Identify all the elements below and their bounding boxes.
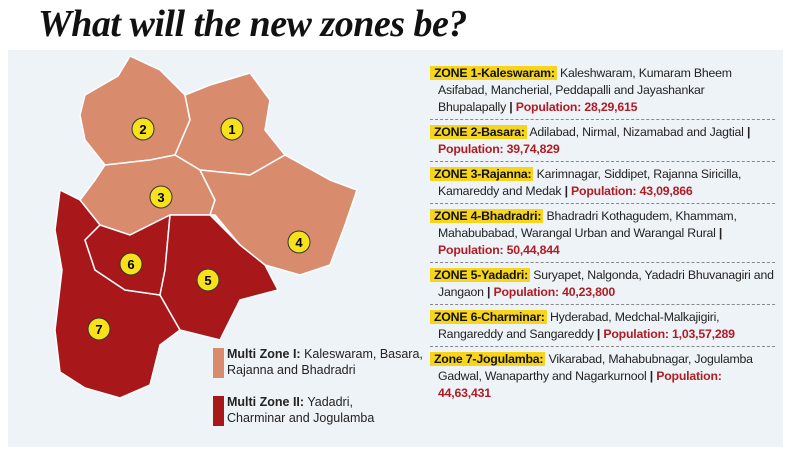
- zone-name: ZONE 2-Basara:: [430, 125, 527, 139]
- zone-population: Population: 1,03,57,289: [603, 327, 735, 341]
- page-title: What will the new zones be?: [38, 3, 467, 45]
- zone-markers: 1 2 3 4 5 6 7: [87, 117, 311, 341]
- zone-item-6: ZONE 6-Charminar: Hyderabad, Medchal-Mal…: [430, 308, 775, 347]
- zone-item-2: ZONE 2-Basara: Adilabad, Nirmal, Nizamab…: [430, 123, 775, 162]
- zone-name: ZONE 3-Rajanna:: [430, 167, 534, 181]
- marker-label: 7: [95, 322, 102, 337]
- zone-population: Population: 28,29,615: [515, 100, 638, 114]
- legend-swatch: [213, 396, 224, 426]
- marker-label: 1: [228, 122, 235, 137]
- zone-population: Population: 40,23,800: [493, 285, 616, 299]
- marker-4: 4: [287, 230, 311, 254]
- zone-name: Zone 7-Jogulamba:: [430, 352, 546, 366]
- zone-item-5: ZONE 5-Yadadri: Suryapet, Nalgonda, Yada…: [430, 266, 775, 305]
- zone-list: ZONE 1-Kaleswaram: Kaleshwaram, Kumaram …: [430, 64, 775, 408]
- marker-6: 6: [119, 252, 143, 276]
- marker-1: 1: [220, 117, 244, 141]
- marker-2: 2: [131, 117, 155, 141]
- marker-7: 7: [87, 317, 111, 341]
- zone-population: Population: 39,74,829: [438, 142, 560, 156]
- marker-label: 4: [295, 235, 303, 250]
- legend-text: Kaleswaram, Basara, Rajanna and Bhadradr…: [227, 347, 423, 377]
- zone-2-region: [79, 55, 191, 166]
- zone-name: ZONE 6-Charminar:: [430, 310, 547, 324]
- marker-5: 5: [196, 268, 220, 292]
- zone-name: ZONE 5-Yadadri:: [430, 268, 531, 282]
- legend-title: Multi Zone I:: [227, 347, 301, 361]
- legend-swatch: [213, 348, 224, 378]
- zone-item-7: Zone 7-Jogulamba: Vikarabad, Mahabubnaga…: [430, 350, 775, 405]
- zone-districts: Vikarabad, Mahabubnagar, Jogulamba Gadwa…: [438, 352, 753, 383]
- zone-districts: Bhadradri Kothagudem, Khammam, Mahabubab…: [438, 209, 737, 240]
- telangana-zone-map: 1 2 3 4 5 6 7: [54, 55, 358, 399]
- zone-item-4: ZONE 4-Bhadradri: Bhadradri Kothagudem, …: [430, 207, 775, 263]
- zone-districts: Adilabad, Nirmal, Nizamabad and Jagtial: [529, 125, 744, 139]
- marker-label: 2: [139, 122, 146, 137]
- zone-districts: Suryapet, Nalgonda, Yadadri Bhuvanagiri …: [438, 268, 774, 299]
- zone-item-3: ZONE 3-Rajanna: Karimnagar, Siddipet, Ra…: [430, 165, 775, 204]
- zone-districts: Hyderabad, Medchal-Malkajigiri, Rangared…: [438, 310, 720, 341]
- zone-item-1: ZONE 1-Kaleswaram: Kaleshwaram, Kumaram …: [430, 64, 775, 120]
- legend-title: Multi Zone II:: [227, 395, 305, 409]
- zone-districts: Kaleshwaram, Kumaram Bheem Asifabad, Man…: [438, 66, 732, 114]
- marker-label: 3: [157, 190, 164, 205]
- legend-text: Yadadri, Charminar and Jogulamba: [227, 395, 375, 425]
- zone-name: ZONE 4-Bhadradri:: [430, 209, 544, 223]
- zone-population: Population: 50,44,844: [438, 243, 560, 257]
- marker-3: 3: [149, 185, 173, 209]
- zone-population: Population: 43,09,866: [571, 184, 693, 198]
- zone-districts: Karimnagar, Siddipet, Rajanna Siricilla,…: [438, 167, 742, 198]
- zone-population: Population: 44,63,431: [438, 369, 722, 400]
- marker-label: 5: [204, 273, 211, 288]
- marker-label: 6: [127, 257, 134, 272]
- zone-name: ZONE 1-Kaleswaram:: [430, 66, 557, 80]
